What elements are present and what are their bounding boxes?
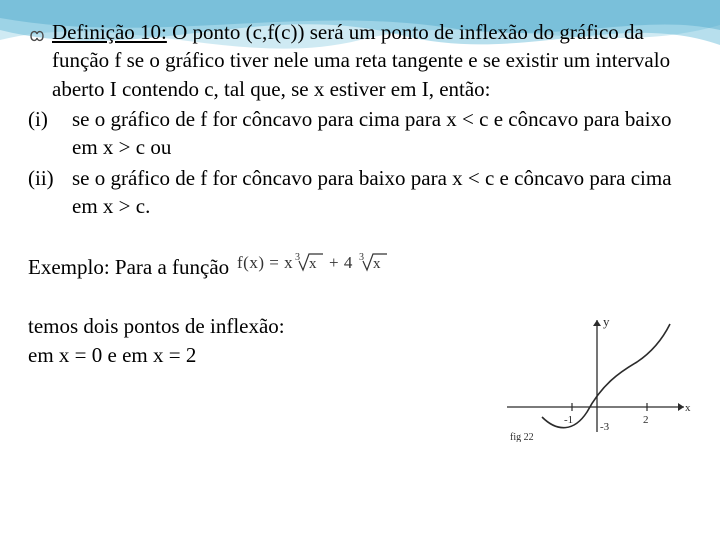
example-row: Exemplo: Para a função f(x) = x 3 x + 4 …	[28, 248, 692, 286]
svg-text:+ 4: + 4	[329, 253, 353, 272]
definition-heading: Definição 10:	[52, 20, 167, 44]
list-body-i: se o gráfico de f for côncavo para cima …	[72, 105, 692, 162]
list-body-ii: se o gráfico de f for côncavo para baixo…	[72, 164, 692, 221]
example-formula: f(x) = x 3 x + 4 3 x	[237, 248, 407, 286]
svg-text:x: x	[309, 256, 317, 272]
list-marker-ii: (ii)	[28, 164, 72, 221]
svg-text:x: x	[685, 402, 691, 414]
list-item: (ii) se o gráfico de f for côncavo para …	[28, 164, 692, 221]
svg-text:f(x) = x: f(x) = x	[237, 253, 293, 272]
bottom-row: temos dois pontos de inflexão: em x = 0 …	[28, 312, 692, 442]
sketch-caption: fig 22	[510, 432, 534, 442]
definition-block: Definição 10: O ponto (c,f(c)) será um p…	[28, 18, 692, 103]
svg-text:-1: -1	[564, 414, 573, 426]
inflection-sketch: y -1 2 -3 fig 22 x	[502, 312, 692, 442]
example-label: Exemplo: Para a função	[28, 253, 229, 281]
definition-text: Definição 10: O ponto (c,f(c)) será um p…	[52, 18, 692, 103]
list-item: (i) se o gráfico de f for côncavo para c…	[28, 105, 692, 162]
conclusion-line2: em x = 0 e em x = 2	[28, 341, 285, 370]
conclusion-text: temos dois pontos de inflexão: em x = 0 …	[28, 312, 285, 371]
svg-text:x: x	[373, 256, 381, 272]
svg-text:-3: -3	[600, 421, 610, 433]
slide-content: Definição 10: O ponto (c,f(c)) será um p…	[0, 0, 720, 442]
y-axis-label: y	[603, 314, 610, 329]
svg-text:2: 2	[643, 414, 649, 426]
list-marker-i: (i)	[28, 105, 72, 162]
conclusion-line1: temos dois pontos de inflexão:	[28, 312, 285, 341]
curly-bullet-icon	[28, 24, 46, 52]
